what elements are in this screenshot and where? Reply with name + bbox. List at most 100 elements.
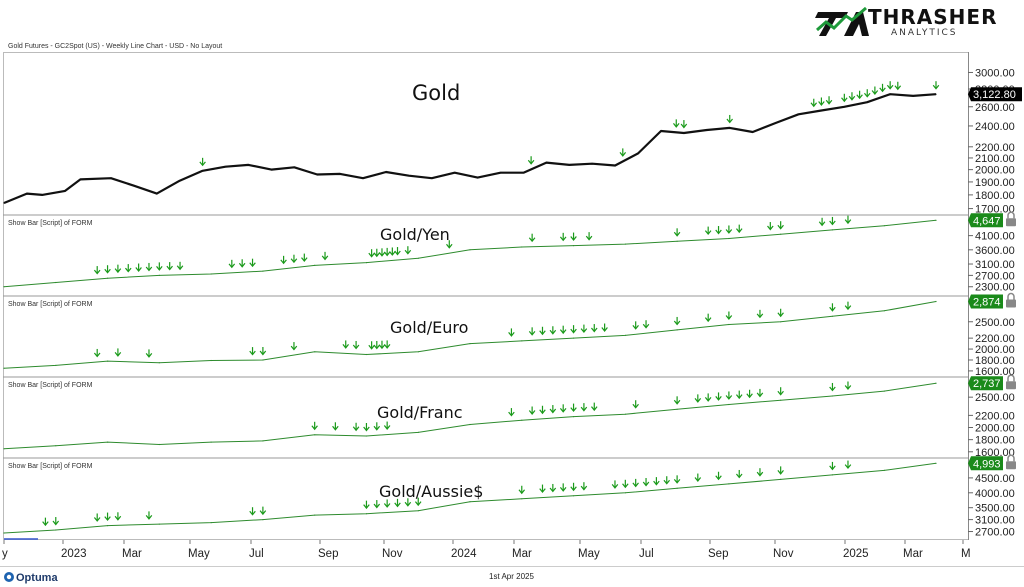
down-arrow-icon (932, 81, 940, 90)
down-arrow-icon (825, 96, 833, 105)
down-arrow-icon (725, 311, 733, 320)
down-arrow-icon (810, 98, 818, 108)
down-arrow-icon (156, 262, 163, 271)
data-point (314, 434, 316, 436)
last-value-badge: 3,122.80 (968, 87, 1022, 102)
y-tick-label: 2500.00 (975, 392, 1015, 404)
down-arrow-icon (673, 316, 681, 326)
down-arrow-icon (280, 255, 287, 265)
data-point (3, 202, 5, 204)
down-arrow-icon (383, 247, 391, 257)
down-arrow-icon (414, 497, 422, 507)
data-point (573, 495, 575, 497)
data-point (728, 237, 730, 240)
data-point (385, 171, 387, 173)
panel-5: Show Bar [Script] of FORM Gold/Aussie$ 450… (3, 454, 1016, 539)
down-arrow-icon (528, 327, 536, 336)
down-arrow-icon (352, 340, 360, 350)
down-arrow-icon (301, 253, 308, 263)
down-arrow-icon (368, 249, 375, 258)
y-tick-label: 1600.00 (975, 447, 1015, 459)
data-point (728, 323, 730, 326)
down-arrow-icon (145, 349, 153, 358)
down-arrow-icon (259, 506, 267, 516)
down-arrow-icon (166, 262, 173, 271)
y-tick-label: 2300.00 (975, 282, 1015, 294)
data-point (469, 249, 471, 251)
x-tick-label: 2023 (61, 548, 87, 560)
down-arrow-icon (508, 408, 515, 417)
series-label: Show Bar [Script] of FORM (8, 220, 93, 227)
down-arrow-icon (735, 469, 743, 479)
data-point (843, 106, 845, 108)
down-arrow-icon (632, 400, 639, 409)
down-arrow-icon (145, 511, 153, 520)
data-point (3, 448, 5, 450)
data-point (573, 337, 575, 339)
series-line (3, 382, 937, 450)
y-tick-label: 1800.00 (975, 435, 1015, 447)
down-arrow-icon (632, 478, 639, 488)
data-point (158, 274, 160, 276)
data-point (624, 334, 626, 336)
optuma-logo-icon (4, 572, 14, 582)
down-arrow-icon (238, 259, 246, 268)
down-arrow-icon (585, 232, 593, 241)
data-point (158, 523, 160, 525)
down-arrow-icon (725, 391, 733, 400)
panel-4: Show Bar [Script] of FORM Gold/Franc 2500.… (3, 374, 1016, 459)
data-point (55, 281, 57, 284)
data-point (262, 519, 264, 521)
down-arrow-icon (704, 226, 712, 236)
down-arrow-icon (518, 485, 526, 495)
down-arrow-icon (673, 228, 681, 237)
data-point (676, 487, 678, 489)
down-arrow-icon (228, 259, 236, 269)
down-arrow-icon (863, 89, 871, 98)
down-arrow-icon (249, 347, 256, 356)
down-arrow-icon (394, 247, 401, 256)
data-point (107, 360, 109, 362)
down-arrow-icon (570, 403, 577, 413)
down-arrow-icon (378, 340, 386, 350)
data-point (889, 93, 891, 95)
down-arrow-icon (290, 254, 298, 264)
lock-icon[interactable] (1006, 374, 1016, 390)
data-point (683, 132, 685, 134)
down-arrow-icon (549, 405, 557, 414)
down-arrow-icon (601, 323, 608, 332)
down-arrow-icon (135, 263, 142, 272)
data-point (883, 310, 885, 312)
data-point (26, 193, 28, 195)
down-arrow-icon (104, 512, 111, 522)
down-arrow-icon (559, 325, 567, 335)
x-axis: y 2023 Mar May Jul Sep Nov 2024 Mar May Jul Sep Nov 2… (2, 540, 971, 560)
data-point (676, 329, 678, 331)
data-point (107, 277, 109, 279)
x-tick-label: 2025 (843, 548, 869, 560)
down-arrow-icon (726, 114, 734, 124)
down-arrow-icon (829, 216, 836, 226)
x-tick-label: Sep (318, 548, 338, 560)
down-arrow-icon (756, 309, 764, 319)
down-arrow-icon (559, 404, 567, 413)
down-arrow-icon (42, 517, 49, 527)
down-arrow-icon (777, 466, 784, 475)
down-arrow-icon (176, 261, 184, 271)
down-arrow-icon (559, 483, 567, 492)
lock-icon[interactable] (1006, 211, 1016, 227)
data-point (417, 351, 419, 353)
down-arrow-icon (715, 392, 722, 401)
down-arrow-icon (404, 246, 412, 255)
down-arrow-icon (549, 483, 557, 493)
data-point (775, 122, 777, 124)
brand-top: THRASHER (868, 5, 997, 29)
x-tick-label: Nov (773, 548, 794, 560)
data-point (362, 177, 364, 179)
lock-icon[interactable] (1006, 454, 1016, 470)
data-point (935, 462, 937, 464)
down-arrow-icon (389, 247, 396, 256)
y-tick-label: 3600.00 (975, 245, 1015, 257)
data-point (591, 163, 593, 165)
lock-icon[interactable] (1006, 292, 1016, 308)
